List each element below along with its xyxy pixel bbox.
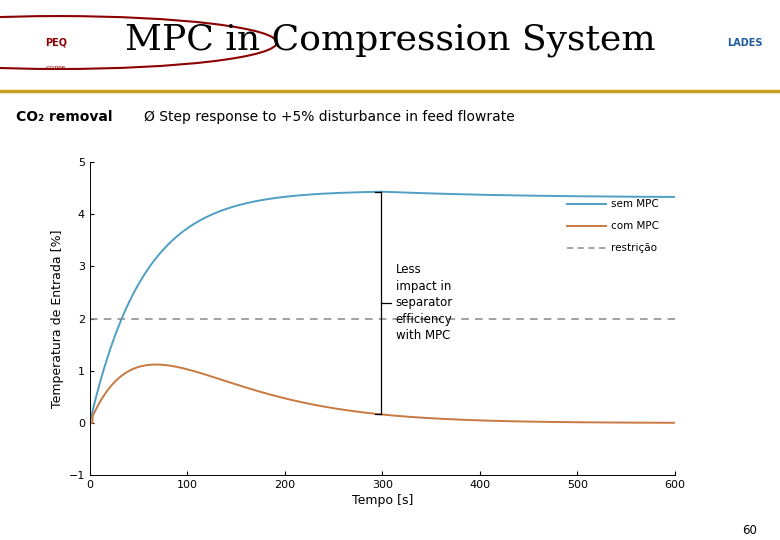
Text: sem MPC: sem MPC: [612, 199, 659, 209]
Text: LADES: LADES: [727, 37, 763, 48]
Text: 60: 60: [742, 524, 757, 537]
Text: CO₂ removal: CO₂ removal: [16, 111, 112, 124]
Text: restrição: restrição: [612, 242, 658, 253]
Text: MPC in Compression System: MPC in Compression System: [125, 23, 655, 57]
Text: Less
impact in
separator
efficiency
with MPC: Less impact in separator efficiency with…: [396, 264, 453, 342]
X-axis label: Tempo [s]: Tempo [s]: [352, 494, 413, 507]
Text: com MPC: com MPC: [612, 221, 659, 231]
Text: COPPE: COPPE: [46, 65, 66, 71]
Text: Ø Step response to +5% disturbance in feed flowrate: Ø Step response to +5% disturbance in fe…: [144, 111, 515, 124]
Y-axis label: Temperatura de Entrada [%]: Temperatura de Entrada [%]: [51, 230, 64, 408]
Text: PEQ: PEQ: [45, 37, 67, 48]
